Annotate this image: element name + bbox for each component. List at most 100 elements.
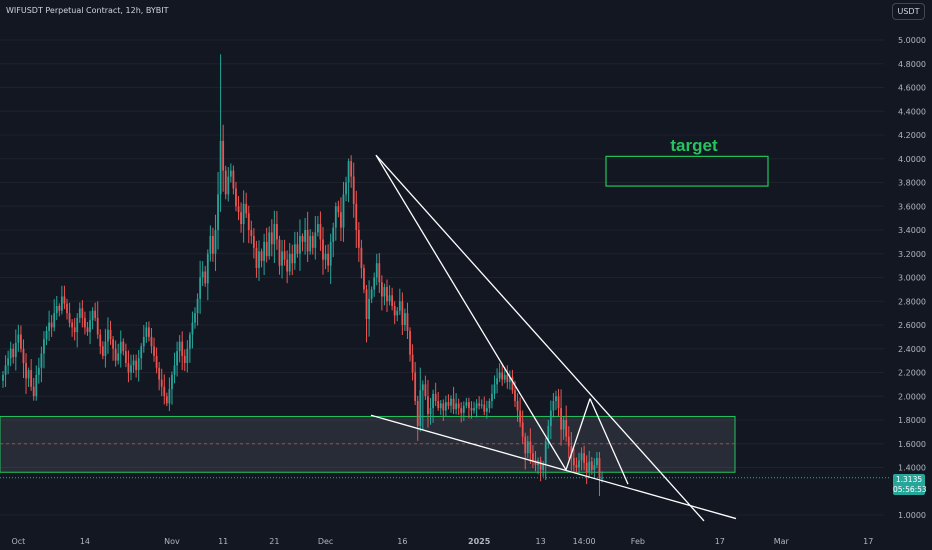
candle-body	[217, 194, 219, 230]
upper-trendline	[375, 154, 705, 522]
candle-body	[460, 408, 463, 413]
candle-body	[380, 282, 383, 297]
candle-body	[342, 194, 345, 228]
candle-body	[406, 313, 409, 331]
candle-body	[148, 327, 150, 337]
candle-body	[122, 341, 125, 352]
candle-body	[27, 370, 30, 379]
candle-body	[55, 306, 58, 314]
time-tick-label: 2025	[468, 537, 491, 546]
candle-body	[340, 212, 342, 228]
currency-button[interactable]: USDT	[892, 3, 925, 20]
candle-body	[81, 308, 84, 318]
candle-body	[578, 460, 580, 468]
candle-body	[363, 268, 365, 290]
candle-body	[424, 384, 427, 397]
candle-body	[107, 329, 109, 342]
candle-body	[9, 348, 12, 359]
candle-body	[99, 334, 102, 347]
candle-body	[516, 401, 519, 411]
candle-body	[508, 377, 511, 382]
candle-body	[260, 251, 263, 261]
candle-body	[281, 251, 283, 266]
candle-body	[86, 327, 89, 333]
candle-body	[375, 263, 378, 278]
candle-body	[145, 327, 148, 337]
candle-body	[2, 374, 4, 381]
candle-body	[404, 313, 406, 325]
candle-body	[452, 398, 455, 410]
price-tick-label: 5.0000	[898, 36, 926, 45]
candle-body	[596, 458, 598, 466]
candle-body	[247, 213, 250, 230]
candle-body	[462, 405, 465, 413]
candle-body	[552, 401, 555, 411]
target-box	[605, 155, 769, 187]
candle-body	[557, 396, 560, 409]
candle-body	[286, 259, 289, 272]
candle-body	[434, 393, 437, 401]
candle-body	[539, 460, 542, 470]
candle-body	[391, 295, 394, 306]
candle-body	[480, 404, 483, 406]
candle-countdown: 05:56:53	[893, 484, 927, 494]
time-axis: Oct 14 Nov 11 21 Dec 16 2025 13 14:00 Feb 17 Mar 17	[11, 537, 873, 546]
candle-body	[306, 230, 309, 252]
candle-body	[334, 206, 337, 228]
candle-body	[276, 224, 278, 240]
target-zone	[605, 155, 769, 187]
price-tick-label: 2.4000	[898, 345, 926, 354]
candle-body	[176, 351, 178, 366]
time-tick-label: 16	[397, 537, 407, 546]
candle-body	[534, 460, 537, 466]
time-tick-label: Dec	[318, 537, 333, 546]
candle-body	[140, 346, 143, 359]
candle-body	[37, 367, 40, 375]
time-tick-label: 14:00	[573, 537, 596, 546]
candle-body	[296, 244, 299, 254]
candle-body	[242, 203, 245, 225]
candle-body	[314, 232, 317, 248]
candle-body	[547, 425, 550, 442]
candle-body	[465, 402, 468, 406]
candle-body	[409, 330, 411, 355]
price-tick-label: 2.8000	[898, 297, 926, 306]
time-tick-label: 21	[269, 537, 279, 546]
candle-body	[311, 235, 314, 248]
candle-body	[278, 239, 281, 266]
price-tick-label: 4.4000	[898, 107, 926, 116]
time-tick-label: Feb	[631, 537, 645, 546]
candle-body	[229, 170, 232, 177]
price-axis: 5.0000 4.8000 4.6000 4.4000 4.2000 4.0000 3.80…	[898, 36, 926, 520]
candle-body	[181, 341, 184, 356]
candle-body	[360, 247, 363, 268]
time-tick-label: 17	[863, 537, 873, 546]
candle-body	[524, 436, 527, 454]
candle-body	[132, 360, 135, 366]
candle-body	[319, 224, 322, 240]
candle-body	[345, 182, 347, 195]
candle-body	[117, 353, 120, 361]
candle-body	[268, 232, 271, 257]
candle-body	[127, 363, 130, 373]
candle-body	[442, 403, 445, 411]
candle-body	[304, 230, 306, 242]
last-price-badge: 1.3135 05:56:53	[893, 474, 927, 495]
candle-body	[288, 253, 291, 272]
candle-body	[501, 372, 504, 380]
candle-body	[496, 378, 498, 385]
candle-body	[526, 441, 529, 454]
candle-body	[165, 396, 168, 404]
candle-body	[549, 410, 552, 426]
candle-body	[265, 241, 268, 257]
candle-body	[35, 374, 38, 397]
candle-body	[43, 339, 45, 354]
candle-body	[232, 170, 235, 189]
candle-body	[91, 310, 94, 321]
candle-body	[263, 241, 266, 261]
price-tick-label: 1.6000	[898, 440, 926, 449]
candle-body	[201, 271, 204, 278]
candle-body	[322, 239, 324, 260]
candle-body	[60, 296, 63, 311]
